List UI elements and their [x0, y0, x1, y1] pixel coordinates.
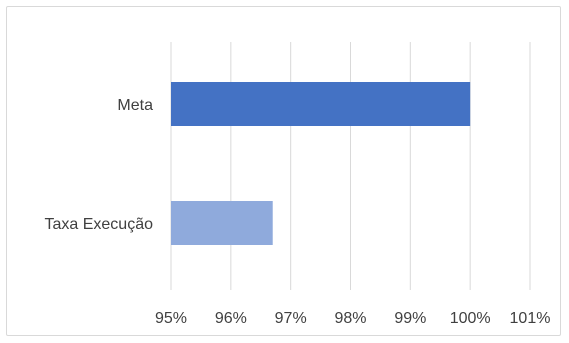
chart-frame	[6, 6, 561, 336]
bar	[171, 82, 471, 126]
category-labels: Meta Taxa Execução	[44, 97, 153, 233]
x-tick-label: 99%	[394, 310, 426, 327]
x-tick-labels: 95% 96% 97% 98% 99% 100% 101%	[155, 310, 550, 327]
bar	[171, 201, 273, 245]
x-tick-label: 95%	[155, 310, 187, 327]
bars	[171, 82, 471, 245]
category-label: Taxa Execução	[44, 216, 153, 233]
x-tick-label: 97%	[275, 310, 307, 327]
category-label: Meta	[117, 97, 153, 114]
gridlines	[170, 42, 531, 290]
x-tick-label: 96%	[215, 310, 247, 327]
x-tick-label: 101%	[510, 310, 551, 327]
x-tick-label: 100%	[450, 310, 491, 327]
x-tick-label: 98%	[334, 310, 366, 327]
